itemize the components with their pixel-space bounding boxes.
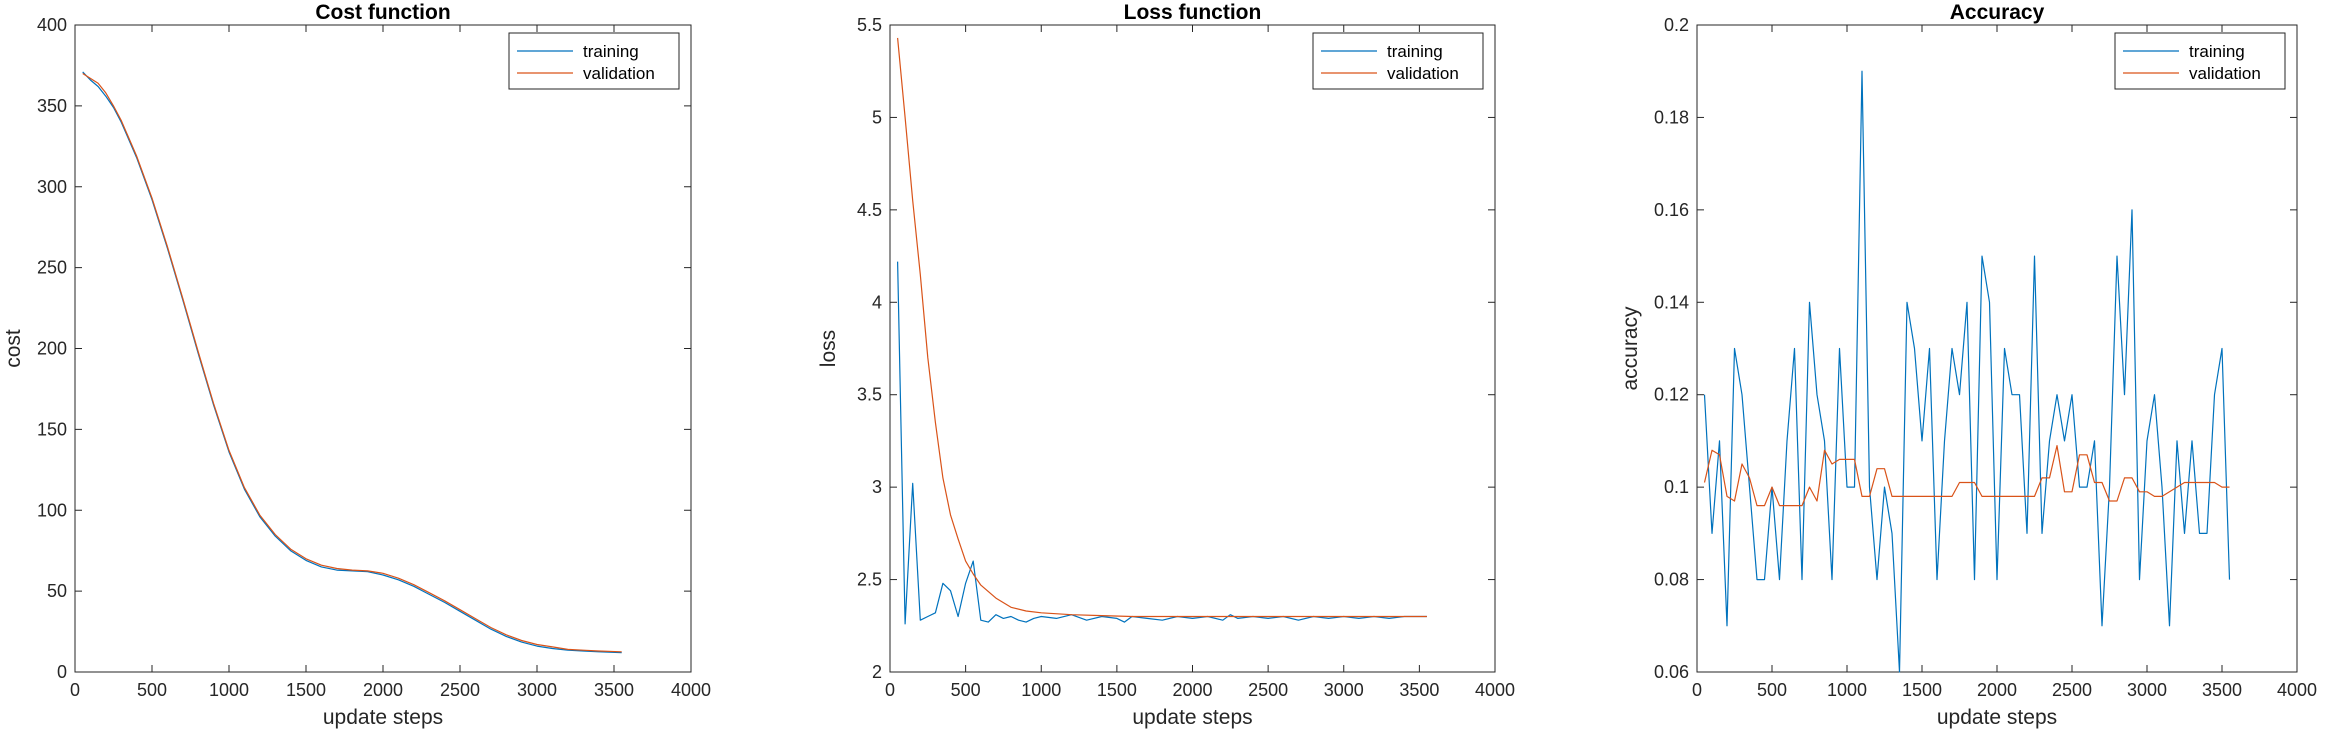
y-tick-label: 0.12 [1654,385,1689,405]
axes-box [889,24,1496,673]
x-tick-label: 1500 [1097,680,1137,700]
chart-panel-3: 0 500 1000 1500 2000 2500 3000 3500 4000 0.06 0.08… [1619,1,2317,729]
y-axis-label: cost [2,329,25,368]
legend-entry: training [2189,42,2245,61]
x-tick-label: 2500 [2052,680,2092,700]
legend: training validation [1312,32,1484,90]
chart-title: Cost function [315,1,450,24]
x-tick-label: 2000 [1977,680,2017,700]
legend-box [508,32,680,90]
y-tick-label: 2.5 [857,570,882,590]
y-tick-label: 2 [872,662,882,682]
x-tick-label: 4000 [1475,680,1515,700]
series-line-training [897,261,1427,625]
legend-box [1312,32,1484,90]
y-tick-label: 0.16 [1654,200,1689,220]
legend-entry: training [1387,42,1443,61]
y-axis-label: accuracy [1619,306,1642,391]
y-tick-label: 0.2 [1664,15,1689,35]
legend-entry: validation [583,64,655,83]
chart-title: Accuracy [1950,1,2045,24]
x-tick-label: 3500 [1399,680,1439,700]
x-tick-label: 3500 [594,680,634,700]
legend-box [2114,32,2286,90]
y-tick-label: 5 [872,107,882,127]
y-tick-label: 3 [872,477,882,497]
series-line-training [82,71,622,654]
x-tick-label: 2500 [1248,680,1288,700]
x-tick-label: 3500 [2202,680,2242,700]
y-tick-label: 50 [47,581,67,601]
y-tick-label: 300 [37,177,67,197]
x-tick-label: 500 [137,680,167,700]
y-tick-label: 0.06 [1654,662,1689,682]
y-tick-label: 200 [37,339,67,359]
y-tick-label: 350 [37,96,67,116]
x-axis-label: update steps [323,706,443,729]
y-tick-label: 0.18 [1654,107,1689,127]
x-tick-label: 1000 [1827,680,1867,700]
chart-panel-2: 0 500 1000 1500 2000 2500 3000 3500 4000 2 2.5 3 3.5… [817,1,1515,729]
x-axis-label: update steps [1132,706,1252,729]
x-tick-label: 1500 [286,680,326,700]
y-tick-label: 0.08 [1654,570,1689,590]
x-tick-label: 1000 [1021,680,1061,700]
legend: training validation [508,32,680,90]
x-tick-label: 1500 [1902,680,1942,700]
series-line-validation [1703,445,2230,507]
x-tick-label: 3000 [1324,680,1364,700]
x-tick-label: 2000 [363,680,403,700]
x-tick-label: 4000 [2277,680,2317,700]
y-tick-label: 0 [57,662,67,682]
y-tick-label: 4.5 [857,200,882,220]
y-tick-label: 4 [872,292,882,312]
chart-title: Loss function [1124,1,1262,24]
x-tick-label: 2000 [1172,680,1212,700]
x-tick-label: 500 [951,680,981,700]
series-line-validation [82,72,622,653]
chart-panel-1: 0 500 1000 1500 2000 2500 3000 3500 4000 0 50 100 15… [2,1,711,729]
y-tick-label: 100 [37,500,67,520]
x-axis-label: update steps [1937,706,2057,729]
y-tick-label: 250 [37,258,67,278]
y-tick-label: 0.14 [1654,292,1689,312]
legend: training validation [2114,32,2286,90]
legend-entry: training [583,42,639,61]
y-tick-label: 3.5 [857,385,882,405]
x-tick-label: 500 [1757,680,1787,700]
legend-entry: validation [2189,64,2261,83]
y-tick-label: 0.1 [1664,477,1689,497]
series-line-validation [897,37,1427,618]
series-line-training [1703,70,2231,673]
y-tick-label: 400 [37,15,67,35]
y-tick-label: 150 [37,419,67,439]
x-tick-label: 3000 [2127,680,2167,700]
x-tick-label: 3000 [517,680,557,700]
x-tick-label: 0 [1692,680,1702,700]
x-tick-label: 0 [885,680,895,700]
x-tick-label: 1000 [209,680,249,700]
x-tick-label: 2500 [440,680,480,700]
x-tick-label: 0 [70,680,80,700]
y-tick-label: 5.5 [857,15,882,35]
legend-entry: validation [1387,64,1459,83]
x-tick-label: 4000 [671,680,711,700]
y-axis-label: loss [817,330,840,367]
